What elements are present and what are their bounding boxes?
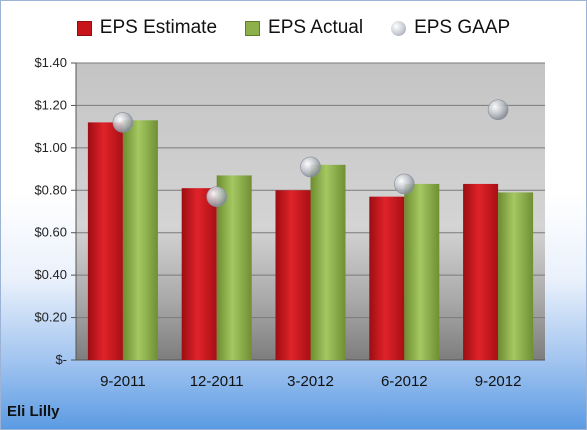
legend: EPS Estimate EPS Actual EPS GAAP	[1, 17, 586, 39]
eps-estimate-bar	[463, 183, 499, 360]
y-tick-label: $0.40	[34, 267, 67, 282]
eps-estimate-bar	[275, 190, 311, 360]
eps-actual-bar	[498, 192, 534, 360]
eps-estimate-bar	[181, 188, 217, 360]
eps-gaap-point	[393, 173, 415, 195]
legend-item-eps-gaap: EPS GAAP	[391, 17, 510, 39]
eps-actual-bar	[310, 164, 346, 360]
x-tick-label: 9-2012	[475, 373, 522, 390]
legend-label-eps-actual: EPS Actual	[268, 17, 364, 38]
eps-gaap-point	[487, 99, 509, 120]
eps-actual-bar	[122, 120, 158, 361]
x-tick-label: 12-2011	[190, 373, 244, 390]
y-tick-label: $1.00	[34, 140, 67, 155]
legend-swatch-eps-gaap	[391, 20, 407, 36]
legend-label-eps-gaap: EPS GAAP	[414, 17, 511, 38]
legend-swatch-eps-actual	[245, 20, 261, 36]
legend-label-eps-estimate: EPS Estimate	[99, 17, 218, 38]
eps-estimate-bar	[369, 196, 405, 360]
x-tick-label: 6-2012	[381, 373, 428, 390]
x-tick-label: 3-2012	[287, 373, 334, 390]
legend-swatch-eps-estimate	[76, 20, 92, 36]
legend-item-eps-estimate: EPS Estimate	[76, 17, 218, 39]
y-tick-label: $0.20	[34, 310, 67, 325]
company-name: Eli Lilly	[7, 403, 60, 420]
y-tick-label: $0.80	[34, 182, 67, 197]
eps-actual-bar	[404, 183, 440, 360]
eps-estimate-bar	[87, 122, 123, 361]
eps-gaap-point	[300, 156, 321, 178]
y-tick-label: $1.20	[34, 97, 67, 112]
eps-actual-bar	[216, 175, 252, 360]
x-tick-label: 9-2011	[100, 373, 146, 390]
y-tick-label: $0.60	[34, 225, 67, 240]
eps-gaap-point	[112, 112, 134, 133]
y-tick-label: $1.40	[34, 55, 67, 70]
eps-gaap-point	[206, 186, 227, 207]
y-tick-label: $-	[55, 352, 67, 367]
legend-item-eps-actual: EPS Actual	[245, 17, 363, 39]
